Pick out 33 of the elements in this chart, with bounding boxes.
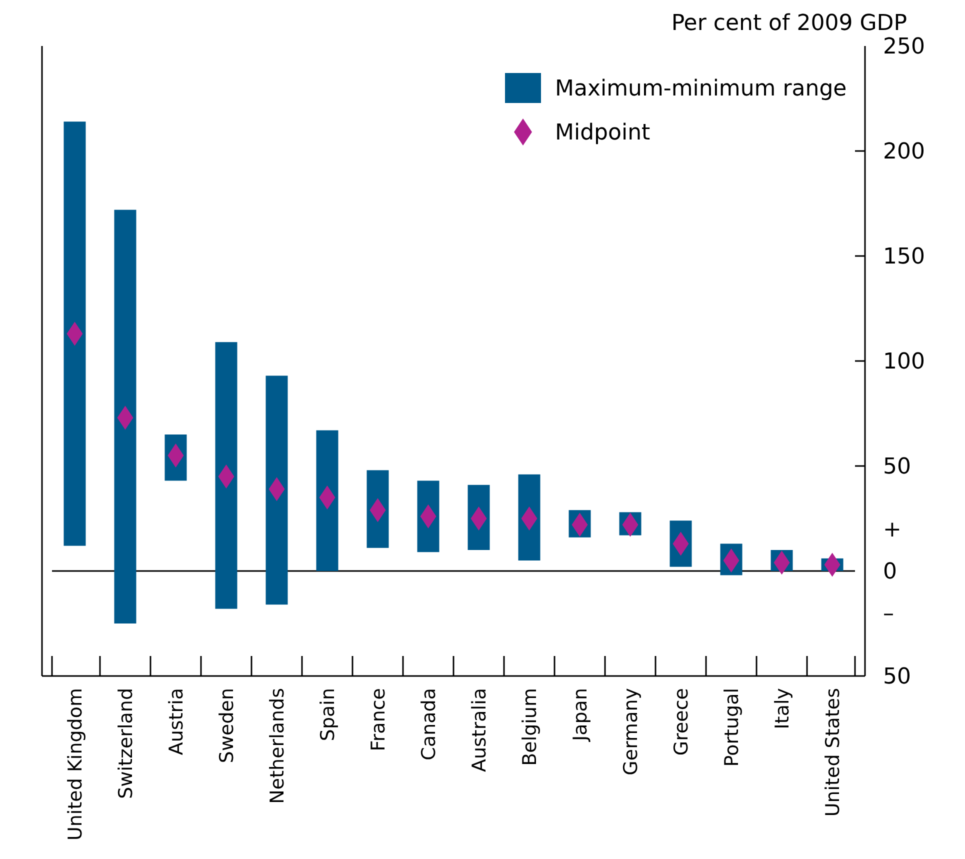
x-tick-label: Belgium — [518, 688, 541, 766]
legend-label: Midpoint — [555, 120, 651, 146]
x-tick-label: Netherlands — [266, 688, 288, 804]
x-tick-label: Greece — [670, 688, 692, 756]
x-tick-label: United Kingdom — [64, 688, 86, 841]
y-axis-title: Per cent of 2009 GDP — [671, 11, 907, 36]
legend-label: Maximum-minimum range — [555, 76, 847, 102]
y-tick-label: 50 — [883, 664, 911, 690]
bar — [316, 430, 338, 571]
bar — [215, 342, 238, 609]
x-tick-label: Australia — [468, 688, 490, 772]
y-tick-label: + — [883, 518, 902, 543]
y-tick-label: – — [883, 602, 894, 627]
x-tick-label: Switzerland — [114, 688, 137, 799]
bar — [64, 122, 86, 546]
bar — [114, 210, 136, 624]
x-tick-label: Spain — [316, 688, 339, 742]
y-tick-label: 0 — [883, 560, 897, 585]
y-tick-label: 50 — [883, 454, 911, 480]
x-tick-label: Sweden — [216, 688, 238, 764]
x-tick-label: Japan — [569, 688, 592, 742]
x-tick-label: Austria — [165, 688, 188, 756]
y-tick-label: 200 — [883, 140, 925, 165]
y-tick-label: 250 — [883, 34, 925, 60]
x-tick-label: Germany — [620, 688, 642, 776]
y-tick-label: 150 — [883, 244, 925, 270]
bar — [266, 376, 288, 605]
x-tick-label: Portugal — [720, 688, 743, 767]
y-tick-label: 100 — [883, 350, 925, 375]
x-tick-label: Canada — [418, 688, 440, 760]
x-tick-label: France — [367, 688, 390, 752]
x-tick-label: Italy — [771, 688, 794, 730]
x-tick-label: United States — [822, 688, 844, 817]
